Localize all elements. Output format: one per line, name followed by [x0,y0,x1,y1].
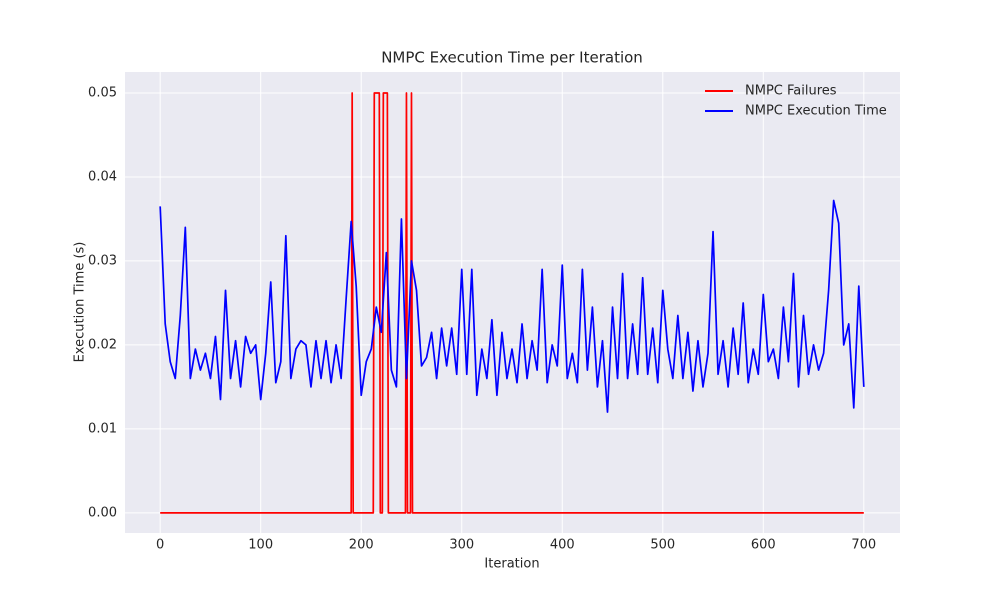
y-tick-label: 0.04 [88,169,117,184]
y-tick-label: 0.01 [88,421,117,436]
x-tick-label: 700 [851,538,876,553]
x-tick-label: 300 [449,538,474,553]
y-tick-label: 0.03 [88,253,117,268]
x-tick-label: 500 [650,538,675,553]
x-axis-label: Iteration [484,557,539,572]
x-tick-label: 600 [751,538,776,553]
x-tick-label: 200 [349,538,374,553]
y-tick-label: 0.05 [88,85,117,100]
x-tick-label: 100 [248,538,273,553]
x-tick-label: 0 [156,538,164,553]
x-tick-label: 400 [550,538,575,553]
chart-title: NMPC Execution Time per Iteration [381,49,643,67]
y-tick-label: 0.02 [88,337,117,352]
y-tick-label: 0.00 [88,505,117,520]
line [160,92,864,514]
plot-area [125,72,900,533]
line [159,199,865,413]
y-axis-label: Execution Time (s) [73,242,88,363]
legend-label: NMPC Execution Time [745,104,887,119]
legend-label: NMPC Failures [745,84,837,99]
